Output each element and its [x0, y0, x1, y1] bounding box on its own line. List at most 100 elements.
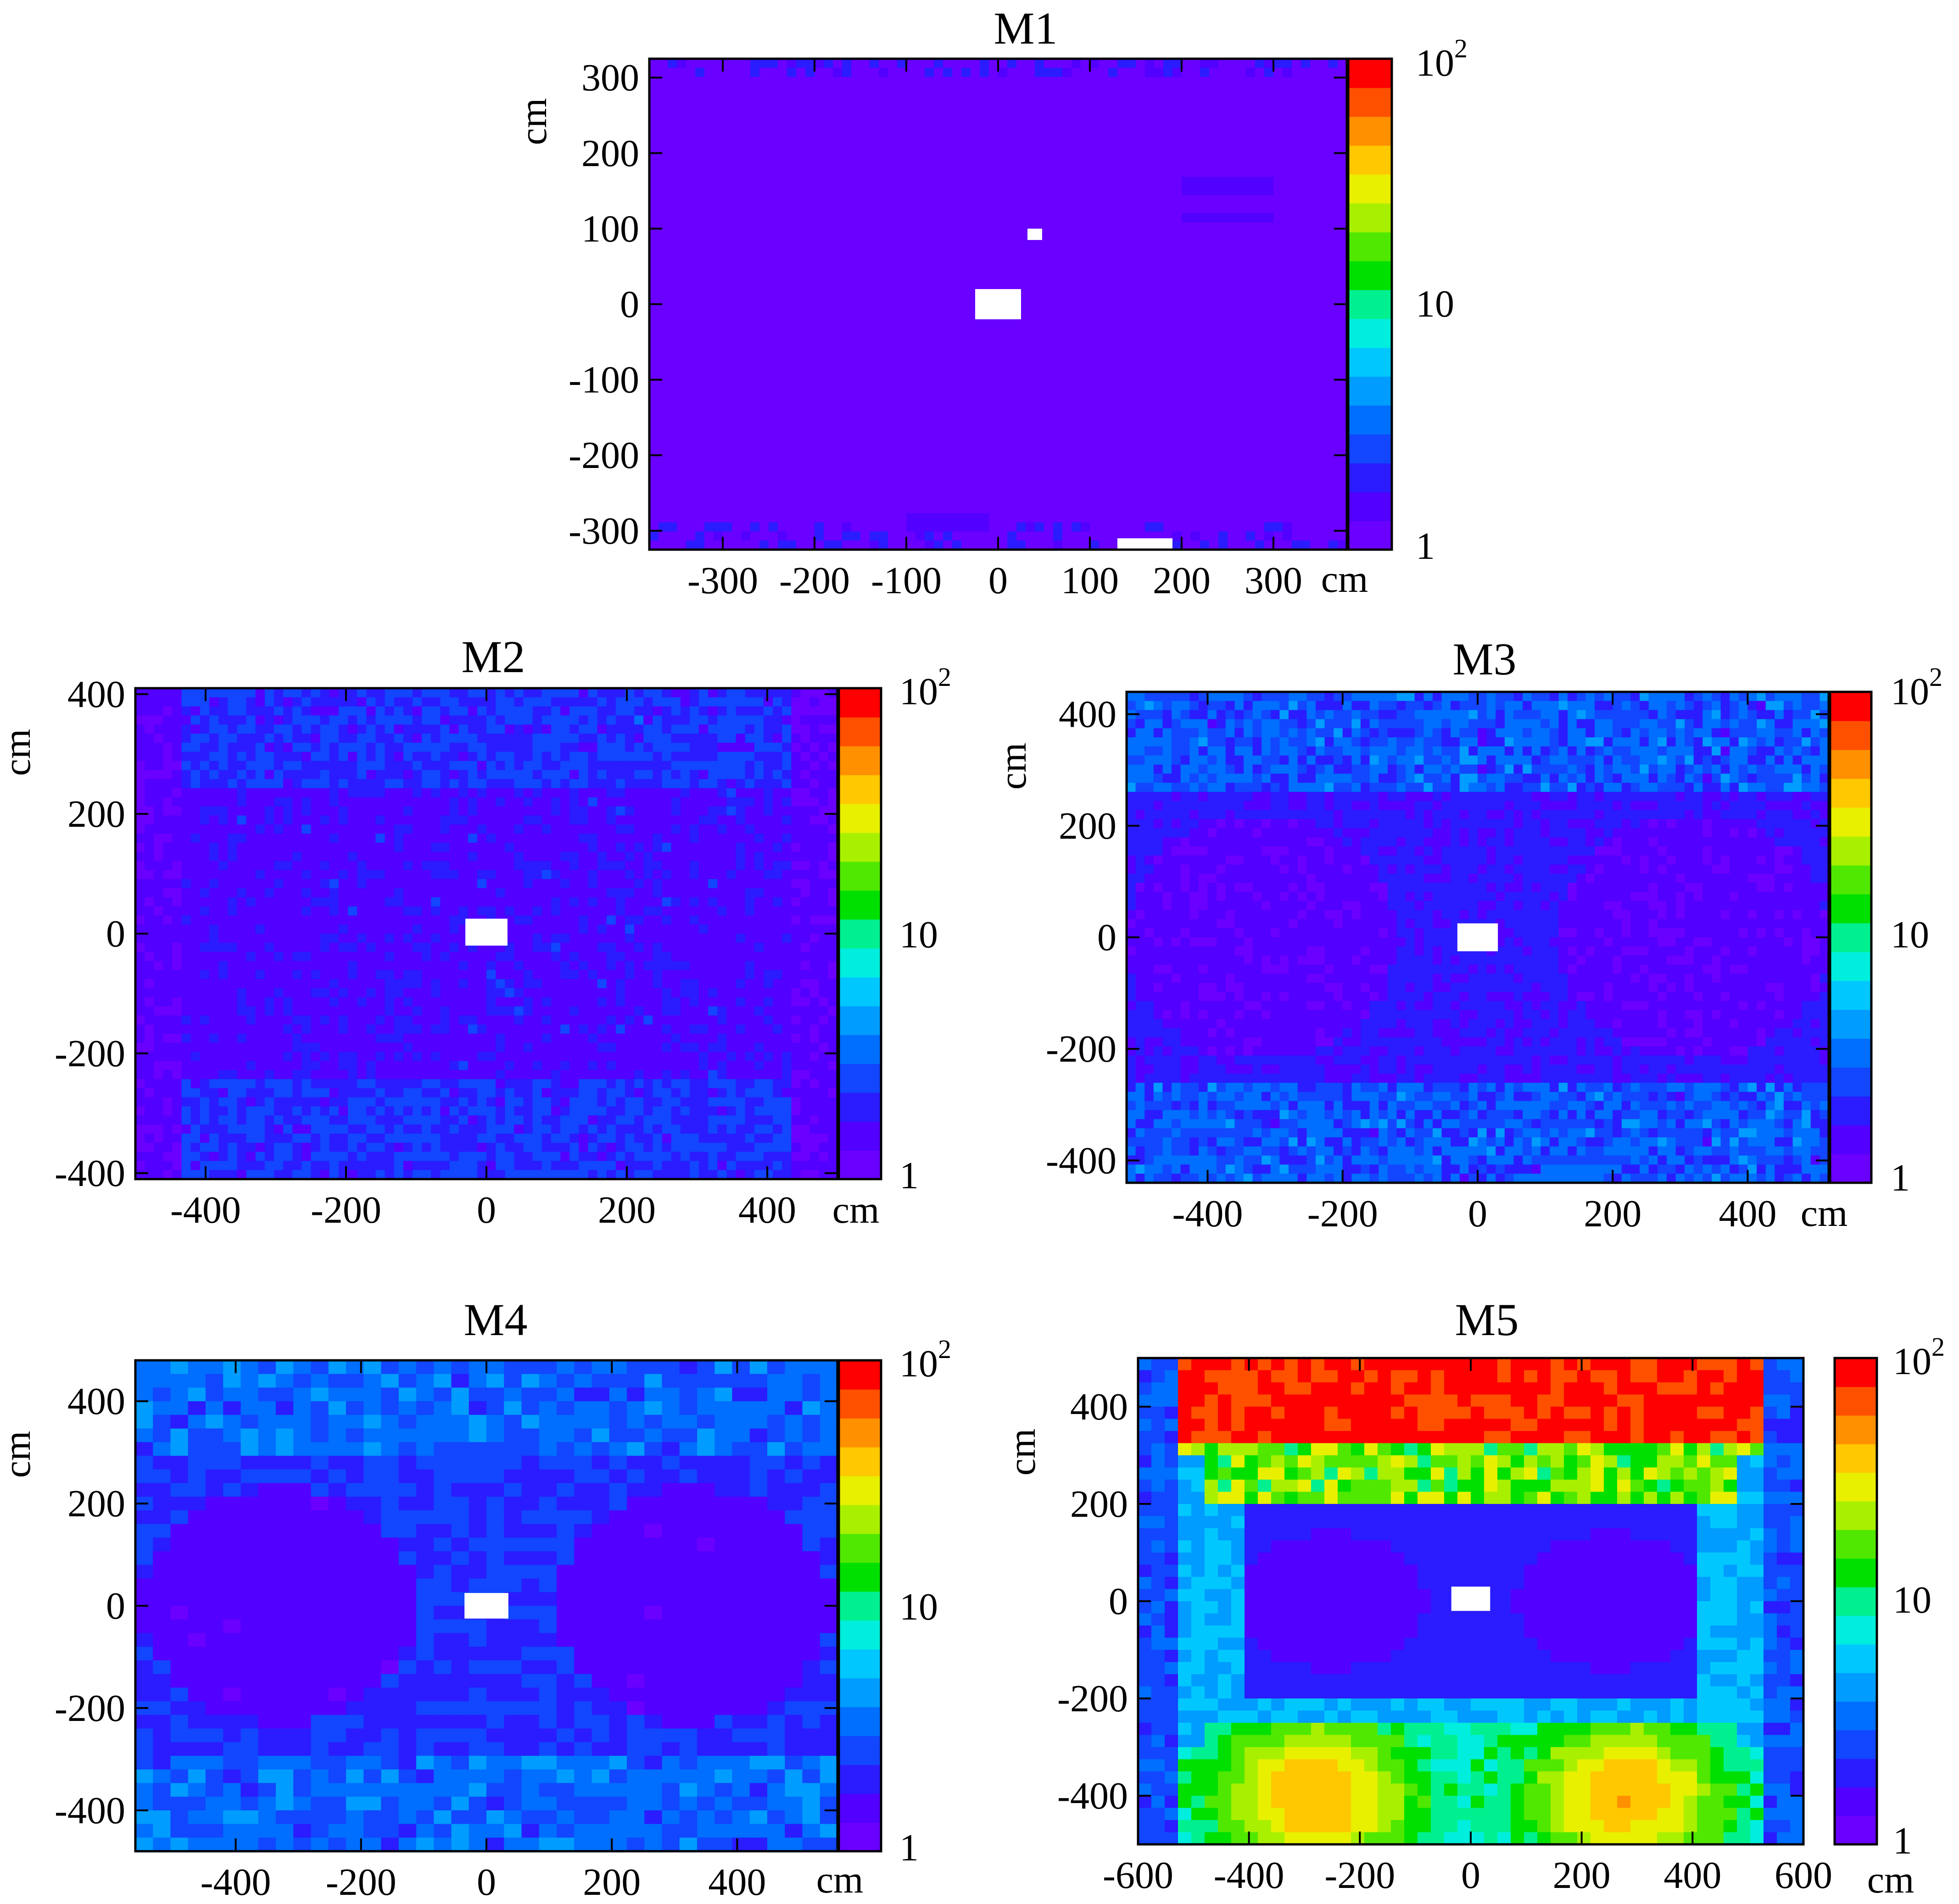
heatmap-cell-m1 [796, 122, 806, 132]
heatmap-cell-m1 [824, 486, 833, 495]
heatmap-cell-m1 [1136, 440, 1145, 450]
heatmap-cell-m1 [1301, 331, 1311, 341]
heatmap-cell-m1 [1319, 231, 1329, 241]
heatmap-cell-m1 [1228, 413, 1237, 423]
heatmap-cell-m1 [1292, 331, 1301, 341]
heatmap-cell-m1 [860, 67, 870, 78]
heatmap-cell-m1 [1090, 504, 1099, 514]
heatmap-cell-m1 [1283, 267, 1292, 278]
heatmap-cell-m2 [643, 688, 653, 698]
heatmap-cell-m1 [851, 140, 861, 150]
heatmap-cell-m1 [1099, 167, 1109, 178]
heatmap-cell-m1 [1026, 122, 1035, 132]
heatmap-cell-m1 [732, 522, 742, 532]
heatmap-cell-m1 [1237, 495, 1246, 505]
heatmap-cell-m1 [1319, 440, 1329, 450]
heatmap-cell-m1 [1016, 131, 1026, 141]
heatmap-cell-m1 [778, 177, 787, 187]
heatmap-cell-m1 [1145, 222, 1155, 232]
heatmap-cell-m1 [888, 540, 898, 550]
heatmap-cell-m2 [172, 715, 182, 725]
heatmap-cell-m1 [1301, 240, 1311, 250]
heatmap-cell-m2 [218, 706, 229, 716]
heatmap-cell-m1 [1301, 167, 1311, 178]
heatmap-cell-m2 [496, 752, 506, 762]
heatmap-cell-m2 [532, 752, 542, 762]
heatmap-cell-m1 [649, 322, 659, 332]
heatmap-cell-m1 [1200, 450, 1210, 459]
heatmap-cell-m1 [796, 350, 806, 359]
heatmap-cell-m1 [989, 140, 999, 150]
heatmap-cell-m1 [723, 150, 732, 159]
heatmap-cell-m1 [1026, 377, 1035, 387]
heatmap-cell-m1 [1062, 540, 1072, 550]
heatmap-cell-m1 [1136, 340, 1145, 350]
heatmap-cell-m1 [1145, 213, 1155, 223]
heatmap-cell-m1 [961, 104, 971, 114]
heatmap-cell-m1 [1255, 540, 1265, 550]
heatmap-cell-m1 [1044, 413, 1054, 423]
heatmap-cell-m1 [1246, 440, 1256, 450]
heatmap-cell-m1 [1026, 477, 1035, 487]
heatmap-cell-m1 [1072, 140, 1081, 150]
heatmap-cell-m1 [998, 468, 1008, 478]
heatmap-cell-m2 [338, 752, 348, 762]
colorbar-band-m1 [1348, 405, 1392, 435]
heatmap-cell-m1 [1035, 250, 1044, 259]
heatmap-cell-m1 [1117, 186, 1127, 196]
heatmap-cell-m1 [1163, 513, 1173, 523]
heatmap-cell-m1 [1062, 522, 1072, 532]
heatmap-cell-m2 [412, 734, 422, 743]
heatmap-cell-m1 [1108, 477, 1118, 487]
heatmap-cell-m1 [1237, 304, 1246, 314]
heatmap-cell-m2 [477, 734, 487, 743]
heatmap-cell-m2 [745, 761, 755, 771]
heatmap-cell-m1 [934, 59, 943, 68]
heatmap-cell-m1 [1072, 131, 1081, 141]
heatmap-cell-m2 [163, 724, 173, 734]
heatmap-cell-m1 [1090, 295, 1099, 305]
heatmap-cell-m1 [787, 313, 797, 323]
heatmap-cell-m1 [860, 422, 870, 432]
heatmap-cell-m1 [1237, 267, 1246, 278]
heatmap-cell-m1 [906, 458, 916, 468]
heatmap-cell-m1 [1319, 486, 1329, 495]
heatmap-cell-m1 [971, 277, 980, 287]
heatmap-cell-m1 [677, 495, 686, 505]
heatmap-cell-m1 [750, 531, 760, 541]
heatmap-cell-m1 [1035, 486, 1044, 495]
heatmap-cell-m1 [778, 540, 787, 550]
heatmap-cell-m1 [1237, 313, 1246, 323]
heatmap-cell-m1 [659, 177, 668, 187]
heatmap-cell-m1 [1264, 113, 1274, 123]
heatmap-cell-m1 [805, 150, 815, 159]
heatmap-cell-m2 [625, 734, 635, 743]
heatmap-cell-m2 [477, 770, 487, 779]
heatmap-cell-m1 [824, 304, 833, 314]
heatmap-cell-m1 [1044, 504, 1054, 514]
heatmap-cell-m1 [1310, 140, 1320, 150]
heatmap-cell-m1 [1026, 458, 1035, 468]
heatmap-cell-m1 [1016, 177, 1026, 187]
heatmap-cell-m1 [741, 267, 751, 278]
heatmap-cell-m1 [1200, 250, 1210, 259]
heatmap-cell-m1 [1127, 486, 1136, 495]
heatmap-cell-m1 [1283, 258, 1292, 268]
heatmap-cell-m1 [833, 404, 843, 414]
heatmap-cell-m1 [1182, 222, 1191, 232]
heatmap-cell-m2 [255, 779, 265, 789]
heatmap-cell-m1 [769, 477, 778, 487]
heatmap-cell-m1 [1081, 167, 1090, 178]
heatmap-cell-m2 [643, 734, 653, 743]
heatmap-cell-m1 [1136, 195, 1145, 205]
heatmap-cell-m1 [998, 186, 1008, 196]
heatmap-cell-m1 [1310, 440, 1320, 450]
heatmap-cell-m1 [1338, 531, 1347, 541]
heatmap-cell-m1 [677, 86, 686, 96]
heatmap-cell-m1 [1283, 413, 1292, 423]
heatmap-cell-m1 [1228, 177, 1237, 187]
heatmap-cell-m1 [815, 522, 824, 532]
heatmap-cell-m1 [1127, 59, 1136, 68]
heatmap-cell-m1 [1108, 395, 1118, 405]
heatmap-cell-m1 [851, 240, 861, 250]
